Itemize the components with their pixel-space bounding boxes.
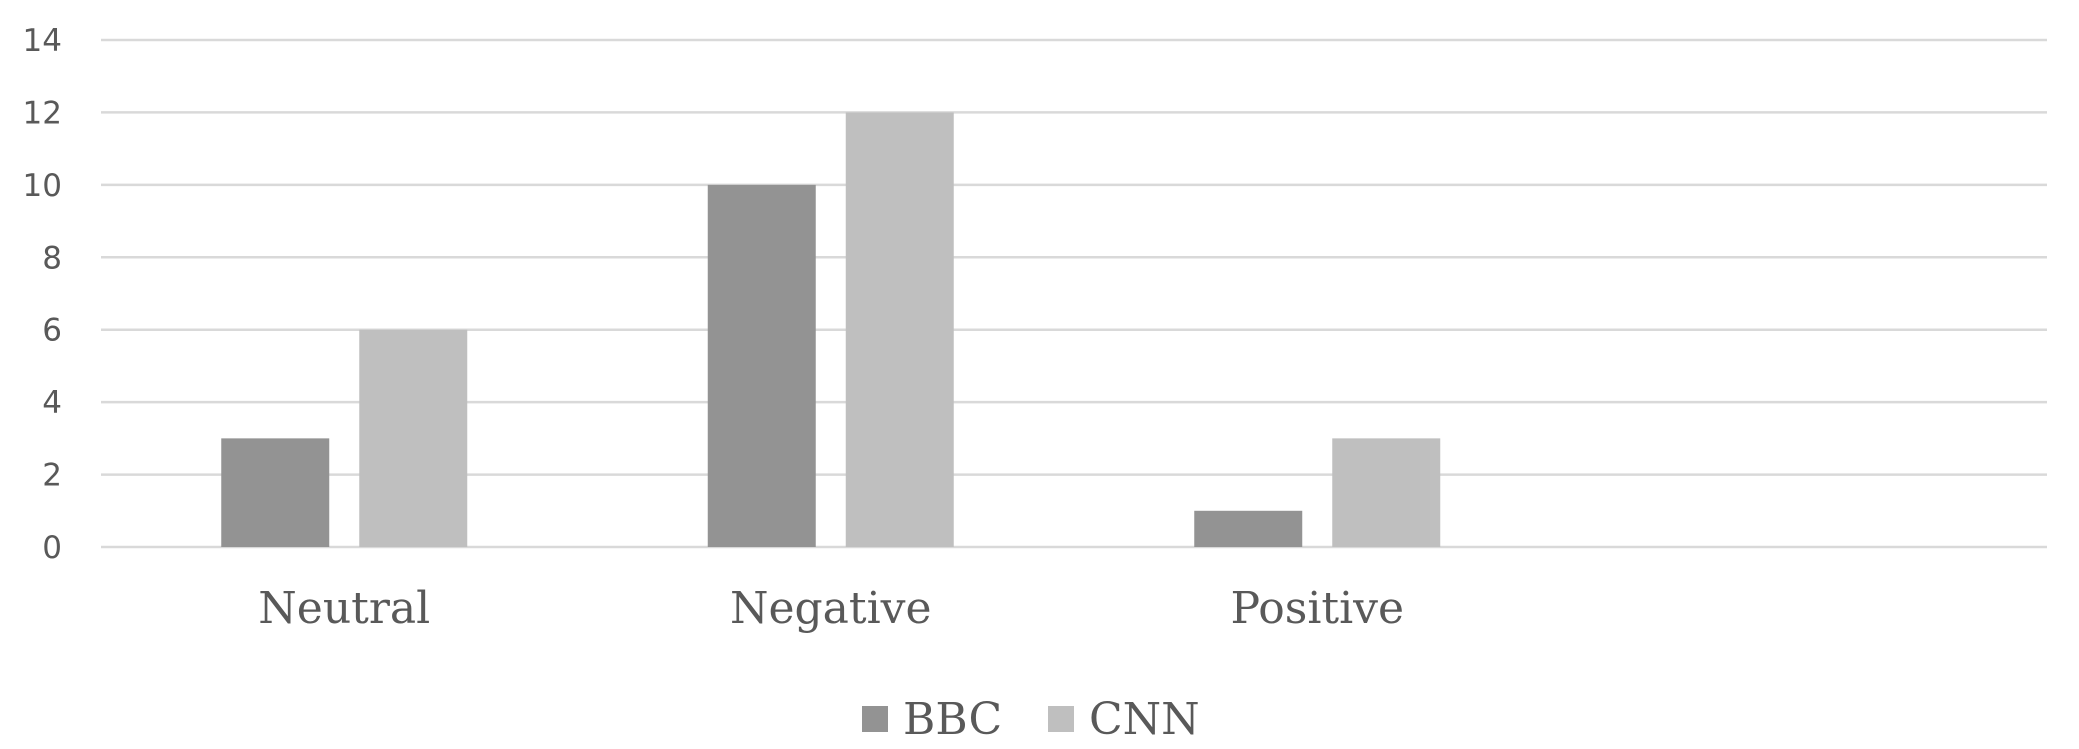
y-tick-label: 10 (23, 168, 62, 204)
y-tick-label: 14 (23, 23, 62, 59)
y-tick-label: 2 (42, 458, 62, 494)
y-tick-label: 4 (42, 385, 62, 421)
bar-cnn-negative (845, 112, 954, 547)
legend-swatch-bbc (862, 706, 888, 732)
y-tick-label: 6 (42, 313, 62, 349)
bar-bbc-positive (1194, 510, 1303, 547)
x-category-label: Neutral (258, 583, 430, 634)
y-tick-label: 8 (42, 240, 62, 276)
bar-cnn-neutral (359, 329, 468, 547)
x-category-label: Negative (730, 583, 932, 634)
bar-bbc-negative (707, 184, 816, 547)
y-axis-tick-labels: 0 2 4 6 8 10 12 14 (23, 23, 62, 566)
legend-label-cnn: CNN (1089, 694, 1200, 745)
bar-cnn-positive (1332, 438, 1441, 547)
bar-bbc-neutral (221, 438, 330, 547)
legend-label-bbc: BBC (903, 694, 1002, 745)
bars (221, 112, 1441, 547)
legend-swatch-cnn (1048, 706, 1074, 732)
x-axis-category-labels: Neutral Negative Positive (258, 583, 1404, 634)
x-category-label: Positive (1230, 583, 1404, 634)
legend: BBC CNN (862, 694, 1200, 745)
y-tick-label: 12 (23, 95, 62, 131)
y-tick-label: 0 (42, 530, 62, 566)
